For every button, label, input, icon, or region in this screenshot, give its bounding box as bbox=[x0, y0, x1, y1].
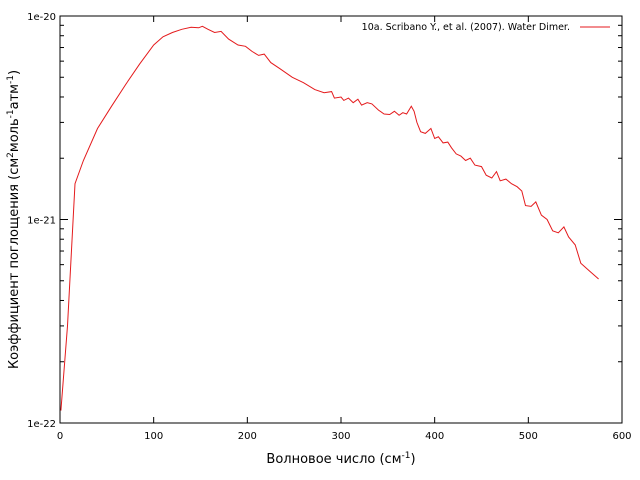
series-line bbox=[60, 25, 599, 411]
x-tick-label: 500 bbox=[519, 431, 538, 442]
legend-label: 10a. Scribano Y., et al. (2007). Water D… bbox=[362, 22, 570, 33]
x-axis-title: Волновое число (см-1) bbox=[266, 451, 415, 467]
series-layer bbox=[60, 25, 599, 411]
y-tick-label: 1e-22 bbox=[27, 419, 56, 430]
plot-border bbox=[59, 15, 623, 424]
x-tick-label: 400 bbox=[425, 431, 444, 442]
y-tick-label: 1e-21 bbox=[27, 216, 56, 227]
y-tick-label: 1e-20 bbox=[27, 12, 56, 23]
x-tick-label: 600 bbox=[612, 431, 631, 442]
x-tick-label: 200 bbox=[238, 431, 257, 442]
x-tick-label: 0 bbox=[57, 431, 63, 442]
y-axis-ticks: 1e-22 1e-21 1e-20 bbox=[27, 12, 622, 430]
x-tick-label: 300 bbox=[331, 431, 350, 442]
legend: 10a. Scribano Y., et al. (2007). Water D… bbox=[362, 22, 610, 33]
x-tick-label: 100 bbox=[144, 431, 163, 442]
plot-frame bbox=[59, 15, 623, 424]
y-axis-title: Коэффициент поглощения (см2моль-1атм-1) bbox=[6, 70, 22, 369]
x-axis-ticks: 0 100 200 300 400 500 600 bbox=[57, 16, 632, 442]
